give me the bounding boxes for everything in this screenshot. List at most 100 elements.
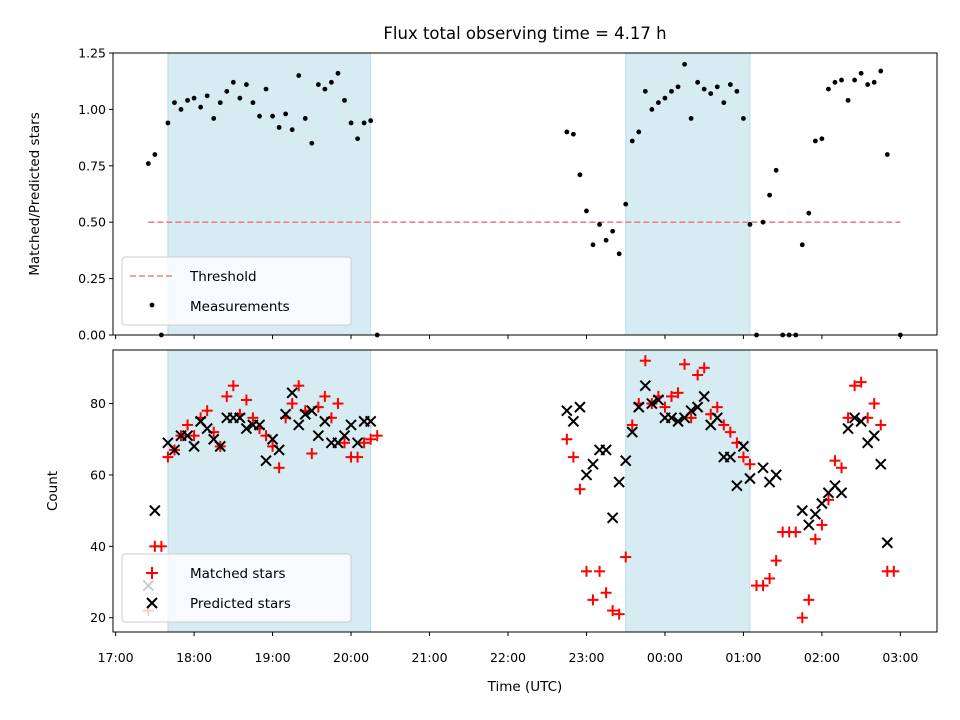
matched-star-point	[685, 412, 697, 424]
matched-star-point	[796, 612, 808, 624]
measurement-point	[302, 116, 308, 121]
matched-star-point	[339, 437, 351, 449]
measurement-point	[335, 70, 341, 76]
measurement-point	[145, 161, 151, 166]
predicted-star-point	[338, 429, 351, 442]
measurement-point	[309, 140, 315, 146]
measurement-point	[348, 120, 354, 126]
predicted-star-point	[698, 390, 710, 403]
predicted-star-point	[620, 454, 632, 467]
measurement-point	[217, 100, 223, 106]
bottom-legend-box	[121, 553, 352, 623]
top-y-tick-label: 1.00	[78, 102, 106, 117]
measurement-point	[577, 172, 583, 178]
predicted-star-point	[691, 401, 704, 413]
legend-predicted-label: Predicted stars	[190, 596, 291, 612]
measurement-point	[884, 152, 890, 157]
legend-measurement-swatch	[149, 302, 155, 308]
measurement-point	[191, 95, 197, 101]
top-legend-box	[121, 256, 352, 326]
shaded-interval-1	[625, 52, 751, 336]
x-tick-label: 03:00	[882, 650, 918, 665]
measurement-point	[675, 84, 681, 90]
predicted-star-point	[711, 412, 723, 424]
predicted-star-point	[639, 379, 652, 392]
bottom-legend: Matched stars Predicted stars	[121, 553, 352, 623]
measurement-point	[832, 79, 838, 85]
predicted-star-point	[364, 415, 377, 428]
matched-star-point	[855, 376, 867, 388]
measurement-point	[597, 222, 602, 227]
predicted-star-point	[580, 469, 593, 481]
matched-star-point	[724, 426, 736, 438]
matched-star-point	[580, 565, 592, 577]
matched-star-point	[672, 387, 684, 399]
predicted-star-point	[587, 458, 599, 470]
matched-star-point	[594, 565, 606, 577]
measurement-point	[283, 111, 289, 117]
predicted-star-point	[319, 415, 331, 428]
matched-star-point	[842, 412, 854, 424]
measurement-point	[767, 192, 772, 198]
top-y-ticks: 0.00 0.25 0.50 0.75 1.00 1.25	[78, 46, 113, 343]
predicted-star-point	[685, 404, 697, 417]
predicted-star-point	[567, 415, 580, 428]
measurement-point	[656, 100, 661, 106]
predicted-star-point	[646, 397, 658, 410]
bottom-y-ticks: 20 40 60 80	[90, 396, 113, 625]
matched-star-point	[182, 419, 194, 431]
predicted-star-point	[796, 504, 808, 517]
legend-matched-swatch	[146, 567, 158, 579]
predicted-star-point	[345, 419, 357, 431]
measurement-point	[315, 82, 321, 87]
measurement-point	[773, 167, 779, 173]
predicted-star-point	[633, 401, 645, 413]
matched-star-point	[829, 455, 841, 467]
matched-star-point	[587, 594, 599, 606]
top-y-axis-label: Matched/Predicted stars	[27, 112, 43, 275]
predicted-star-point	[757, 462, 769, 474]
predicted-star-point	[868, 429, 880, 442]
measurement-point	[812, 138, 818, 144]
measurement-point	[237, 95, 243, 101]
measurement-point	[669, 88, 674, 94]
x-tick-label: 22:00	[490, 650, 526, 665]
predicted-star-point	[266, 433, 279, 445]
measurement-point	[839, 77, 844, 83]
x-axis-label: Time (UTC)	[487, 679, 563, 695]
matched-star-point	[332, 398, 344, 410]
measurement-point	[760, 219, 766, 225]
predicted-star-point	[809, 508, 822, 520]
x-tick-label: 19:00	[255, 650, 291, 665]
measurement-point	[721, 100, 727, 106]
measurement-point	[845, 97, 851, 103]
predicted-star-point	[744, 472, 756, 485]
matched-star-point	[607, 605, 619, 617]
matched-star-point	[803, 594, 815, 606]
predicted-star-point	[561, 404, 573, 417]
measurement-point	[178, 107, 184, 112]
matched-star-point	[692, 369, 704, 381]
measurement-point	[642, 88, 648, 94]
measurement-point	[172, 100, 177, 106]
x-tick-label: 00:00	[647, 650, 683, 665]
predicted-star-point	[816, 497, 828, 510]
matched-star-point	[221, 390, 233, 402]
matched-star-point	[809, 533, 821, 545]
matched-star-point	[849, 380, 861, 392]
measurement-point	[688, 116, 694, 121]
x-tick-label: 20:00	[333, 650, 369, 665]
legend-matched-label: Matched stars	[190, 566, 286, 582]
predicted-star-point	[672, 415, 684, 428]
predicted-star-point	[181, 429, 194, 442]
matched-star-point	[626, 419, 638, 431]
measurement-point	[224, 88, 230, 94]
matched-star-point	[744, 458, 756, 470]
matched-star-point	[613, 608, 625, 620]
measurement-point	[714, 84, 720, 90]
matched-star-point	[770, 555, 782, 567]
predicted-star-point	[842, 422, 854, 435]
top-legend: Threshold Measurements	[121, 256, 352, 326]
measurement-point	[584, 208, 589, 214]
matched-star-point	[567, 451, 579, 463]
